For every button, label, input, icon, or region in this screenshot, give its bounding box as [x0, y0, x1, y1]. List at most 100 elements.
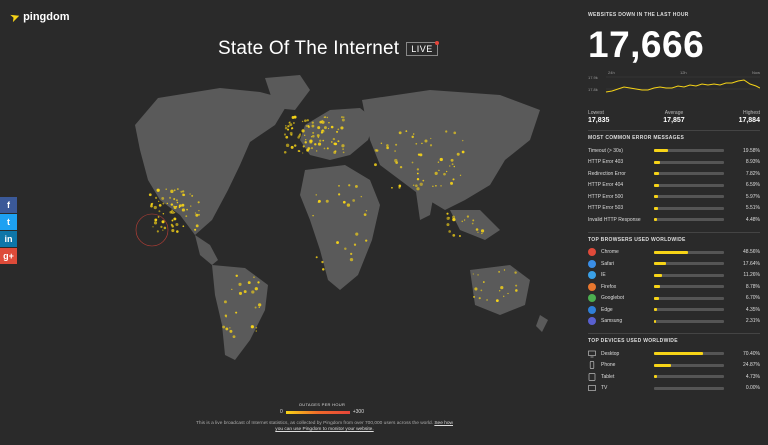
browser-bar-track	[654, 319, 724, 323]
outage-dot	[232, 335, 236, 339]
outage-dot	[157, 188, 159, 191]
outage-dot	[337, 128, 340, 131]
device-name: Desktop	[601, 350, 620, 357]
outage-dot	[181, 208, 186, 212]
outage-dot	[446, 223, 450, 227]
outage-dot	[301, 120, 304, 123]
outage-dot	[158, 203, 162, 207]
error-name: Redirection Error	[588, 170, 626, 177]
divider	[588, 130, 760, 131]
europe	[300, 108, 375, 160]
outage-dot	[283, 150, 287, 154]
outage-dot	[419, 153, 423, 157]
browser-bar-fill	[654, 308, 658, 312]
outage-dot	[434, 171, 438, 175]
footnote-link[interactable]: See how you can use Pingdom to monitor y…	[275, 421, 454, 433]
outage-dot	[416, 177, 420, 181]
error-bar-track	[654, 195, 724, 199]
spark-y-label-2: 17.8k	[588, 87, 598, 92]
outage-dot	[394, 150, 396, 152]
outage-dot	[453, 131, 457, 135]
outage-dot	[443, 172, 446, 176]
outage-dot	[440, 185, 442, 187]
outage-dot	[405, 130, 408, 132]
device-percent: 24.87%	[743, 362, 760, 369]
outage-dot	[448, 230, 452, 233]
outage-dot	[459, 174, 462, 177]
outage-dot	[182, 225, 185, 228]
browser-name: IE	[601, 272, 606, 279]
outage-dot	[157, 216, 160, 218]
outage-dot	[153, 205, 157, 210]
outage-dot	[486, 299, 488, 301]
stat-highest-label: Highest	[743, 110, 760, 116]
outage-dot	[482, 281, 485, 283]
outage-dot	[284, 126, 288, 130]
browser-percent: 6.70%	[745, 295, 760, 302]
error-bar-fill	[654, 218, 658, 222]
outage-dot	[161, 196, 165, 200]
twitter-share-button[interactable]: t	[0, 214, 17, 230]
map-legend: OUTAGES PER HOUR 0 +300	[280, 402, 364, 415]
edge-icon	[588, 305, 596, 314]
error-percent: 5.51%	[745, 205, 760, 212]
outage-dot	[223, 300, 227, 304]
browsers-heading: TOP BROWSERS USED WORLDWIDE	[588, 236, 686, 243]
down-stats: Lowest 17,835 Average 17,857 Highest 17,…	[588, 110, 760, 124]
legend-gradient	[285, 410, 350, 414]
browser-bar-fill	[654, 319, 656, 323]
outage-dot	[355, 232, 359, 236]
outage-dot	[291, 127, 294, 130]
outage-dot	[173, 217, 177, 221]
outage-dot	[301, 129, 305, 133]
pingdom-logo[interactable]: ➤ pingdom	[8, 9, 70, 26]
sparkline-x-axis: 24h 12h Now	[588, 70, 760, 75]
outage-dot	[452, 234, 456, 237]
australia	[470, 265, 530, 315]
browser-bar-track	[654, 296, 724, 300]
outage-dot	[169, 196, 172, 199]
device-bar-track	[654, 352, 724, 356]
googleplus-share-button[interactable]: g+	[0, 248, 17, 264]
outage-dot	[178, 206, 181, 209]
outage-dot	[514, 271, 517, 274]
outage-dot	[160, 225, 163, 229]
social-share-bar: f t in g+	[0, 197, 17, 265]
linkedin-share-button[interactable]: in	[0, 231, 17, 247]
outage-dot	[150, 203, 153, 206]
sparkline-line	[605, 79, 760, 93]
outage-dot	[171, 228, 175, 233]
error-bar-track	[654, 149, 724, 153]
device-row: Desktop 70.40%	[588, 348, 760, 360]
legend-max: +300	[352, 409, 364, 415]
error-name: Timeout (> 30s)	[588, 147, 623, 154]
outage-dot	[322, 268, 325, 271]
outage-dot	[395, 143, 398, 146]
outage-dot	[478, 297, 481, 300]
outage-dot	[451, 163, 454, 166]
error-row: HTTP Error 500 5.97%	[588, 191, 760, 203]
outage-dot	[374, 163, 377, 167]
outage-dot	[337, 140, 340, 143]
outage-dot	[181, 193, 185, 197]
error-percent: 19.58%	[743, 147, 760, 154]
outage-dot	[312, 131, 315, 134]
outage-dot	[341, 144, 345, 148]
footnote-text: This is a live broadcast of Internet sta…	[195, 421, 433, 426]
outage-dot	[475, 228, 479, 231]
outage-dot	[162, 213, 165, 215]
facebook-share-button[interactable]: f	[0, 197, 17, 213]
outage-dot	[307, 147, 311, 150]
outage-dot	[283, 133, 287, 136]
browser-row: Chrome 48.56%	[588, 247, 760, 259]
browser-bar-fill	[654, 296, 659, 300]
outage-dot	[429, 144, 433, 147]
page-title-text: State Of The Internet	[218, 38, 400, 59]
device-bar-fill	[654, 352, 704, 356]
legend-label: OUTAGES PER HOUR	[298, 402, 346, 407]
outage-dot	[285, 135, 289, 139]
stat-lowest-label: Lowest	[588, 110, 604, 116]
page-title: State Of The Internet LIVE	[218, 38, 439, 60]
outage-dot	[235, 274, 238, 278]
